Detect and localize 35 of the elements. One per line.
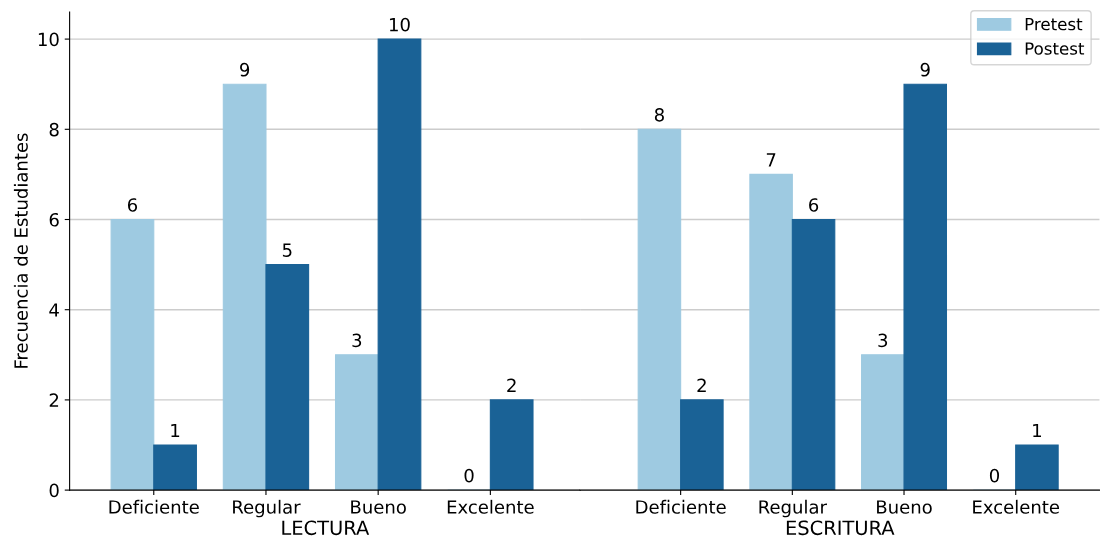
data-label: 8 [654, 107, 664, 122]
data-label: 6 [809, 198, 819, 212]
data-label: 9 [240, 62, 250, 77]
x-tick-label: Bueno [877, 500, 932, 514]
data-label: 1 [1033, 423, 1042, 438]
y-tick-label: 0 [49, 483, 59, 498]
legend-label: Postest [1025, 42, 1085, 55]
data-label: 3 [352, 333, 362, 348]
data-label: 9 [920, 62, 930, 77]
x-tick-label: Deficiente [636, 499, 726, 514]
legend-label: Pretest [1025, 17, 1083, 31]
x-axis-title: ESCRITURA [786, 520, 895, 536]
data-label: 5 [282, 243, 292, 257]
data-label: 7 [766, 153, 776, 167]
y-tick-label: 6 [49, 212, 59, 227]
y-tick-label: 8 [49, 122, 59, 137]
data-label: 2 [697, 378, 706, 392]
data-label: 1 [171, 423, 180, 438]
y-tick-label: 4 [49, 303, 59, 317]
data-label: 3 [878, 333, 888, 348]
data-label: 0 [989, 468, 1000, 483]
data-label: 6 [127, 198, 138, 212]
data-label: 0 [464, 468, 474, 483]
x-tick-label: Bueno [351, 500, 406, 514]
y-tick-label: 10 [38, 32, 59, 47]
data-label: 2 [507, 378, 516, 392]
x-axis-title: LECTURA [282, 520, 370, 536]
y-axis-title: Frecuencia de Estudiantes [13, 133, 28, 368]
x-tick-label: Excelente [973, 499, 1060, 514]
x-tick-label: Deficiente [109, 499, 199, 514]
x-tick-label: Regular [759, 499, 827, 518]
data-label: 10 [389, 17, 410, 32]
x-tick-label: Regular [233, 499, 301, 518]
x-tick-label: Excelente [447, 499, 534, 514]
y-tick-label: 2 [49, 393, 59, 407]
